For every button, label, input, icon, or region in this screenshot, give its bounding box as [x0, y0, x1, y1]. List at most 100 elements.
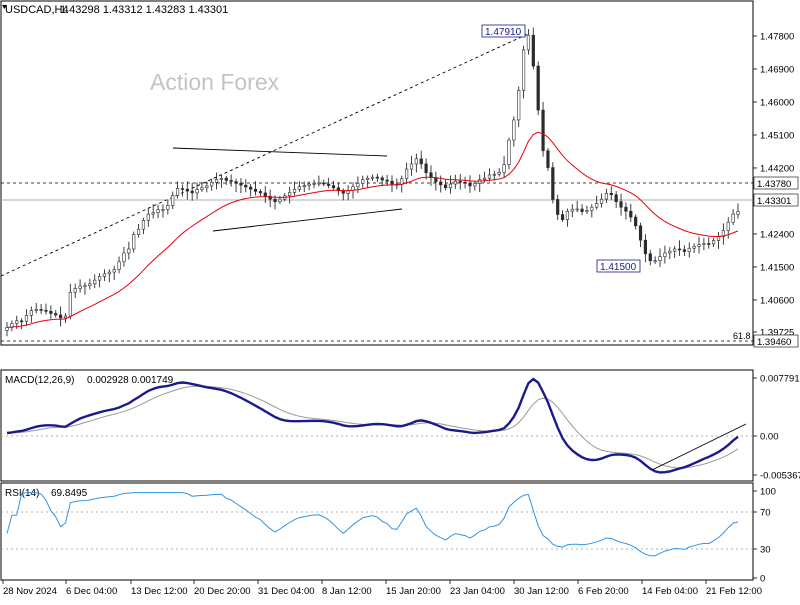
- candle-body: [273, 198, 277, 202]
- rsi-axis: 100 70 30 0: [753, 487, 776, 585]
- price-axis: 1.47800 1.46900 1.46000 1.45100 1.44200 1.424…: [753, 32, 794, 339]
- svg-text:1.43301: 1.43301: [757, 196, 791, 207]
- candle-body: [151, 212, 155, 215]
- candle-body: [385, 179, 389, 182]
- candle-body: [736, 211, 740, 215]
- candle-body: [63, 315, 68, 319]
- candle-body: [380, 177, 384, 181]
- macd-values: 0.002928 0.001749: [87, 375, 174, 386]
- candle-body: [175, 188, 180, 196]
- time-tick-label: 15 Jan 20:00: [386, 586, 441, 597]
- price-tick-label: 1.47800: [760, 32, 794, 43]
- candle-body: [609, 192, 613, 196]
- candle-body: [702, 243, 706, 245]
- candle-body: [195, 189, 199, 194]
- candle-body: [205, 185, 209, 189]
- moving-average-line: [6, 131, 739, 328]
- svg-text:1.41500: 1.41500: [600, 262, 637, 273]
- candle-body: [492, 173, 496, 176]
- candle-body: [487, 174, 492, 179]
- candle-body: [604, 192, 609, 200]
- candle-body: [132, 234, 136, 250]
- candle-body: [15, 320, 19, 324]
- candle-body: [78, 285, 82, 289]
- candle-body: [482, 177, 487, 180]
- candle-body: [356, 183, 360, 187]
- tag-low: 1.41500: [596, 259, 641, 273]
- candle-body: [322, 182, 326, 185]
- candle-body: [424, 163, 428, 174]
- candle-body: [370, 176, 375, 179]
- candle-body: [668, 250, 672, 254]
- candle-body: [366, 177, 370, 180]
- candle-body: [146, 213, 150, 221]
- tag-high: 1.47910: [481, 24, 526, 38]
- candle-body: [575, 208, 579, 211]
- candle-body: [54, 313, 58, 316]
- candle-body: [68, 291, 72, 317]
- candle-body: [49, 310, 53, 314]
- candle-body: [721, 230, 725, 237]
- candle-body: [5, 327, 9, 331]
- candle-body: [29, 310, 33, 316]
- candle-body: [44, 309, 48, 312]
- candle-body: [297, 186, 302, 190]
- candle-body: [107, 271, 111, 275]
- time-tick-label: 21 Feb 12:00: [706, 586, 762, 597]
- candle-body: [244, 184, 248, 188]
- macd-line: [6, 377, 739, 474]
- candle-body: [560, 214, 565, 220]
- candle-body: [93, 279, 97, 285]
- candle-body: [614, 194, 618, 202]
- candle-body: [512, 119, 516, 141]
- watermark: Action Forex: [150, 69, 280, 95]
- candle-body: [180, 188, 185, 190]
- candle-body: [171, 195, 175, 206]
- candle-body: [34, 309, 38, 311]
- candle-body: [648, 253, 652, 262]
- candle-body: [570, 209, 574, 212]
- candle-body: [536, 65, 540, 111]
- candle-body: [463, 181, 467, 184]
- fib-label: 61.8: [733, 331, 751, 341]
- candle-body: [224, 177, 228, 181]
- candle-body: [288, 192, 292, 197]
- rsi-values: 69.8495: [51, 488, 88, 499]
- candle-body: [302, 185, 306, 187]
- tag-current: 1.43301: [753, 193, 799, 207]
- candle-body: [268, 195, 272, 200]
- dropdown-triangle-icon: [2, 5, 7, 9]
- price-tick-label: 1.41500: [760, 262, 794, 273]
- price-tick-label: 1.46900: [760, 64, 794, 75]
- candle-body: [317, 182, 321, 185]
- price-tick-label: 1.40600: [760, 295, 794, 306]
- candle-body: [595, 203, 599, 208]
- candle-body: [687, 247, 691, 252]
- candle-body: [541, 109, 545, 152]
- candle-body: [448, 183, 453, 189]
- candle-body: [405, 168, 409, 179]
- time-tick-label: 14 Feb 04:00: [642, 586, 698, 597]
- candle-body: [731, 213, 735, 223]
- candle-body: [624, 206, 628, 212]
- candle-body: [190, 190, 194, 194]
- candle-body: [20, 320, 24, 323]
- candles: [5, 27, 740, 337]
- candle-body: [39, 309, 43, 311]
- triangle-upper-line: [172, 147, 388, 157]
- macd-tick-label: 0.00: [760, 432, 779, 443]
- candle-body: [409, 163, 414, 170]
- candle-body: [117, 261, 121, 270]
- candle-body: [219, 177, 224, 180]
- time-tick-label: 6 Dec 04:00: [66, 586, 117, 597]
- price-tick-label: 1.45100: [760, 130, 794, 141]
- candle-body: [517, 89, 521, 121]
- candle-body: [258, 191, 263, 194]
- candle-body: [565, 210, 570, 220]
- candle-body: [292, 188, 297, 193]
- candle-body: [653, 260, 657, 263]
- candle-body: [551, 167, 555, 200]
- candle-body: [580, 208, 584, 212]
